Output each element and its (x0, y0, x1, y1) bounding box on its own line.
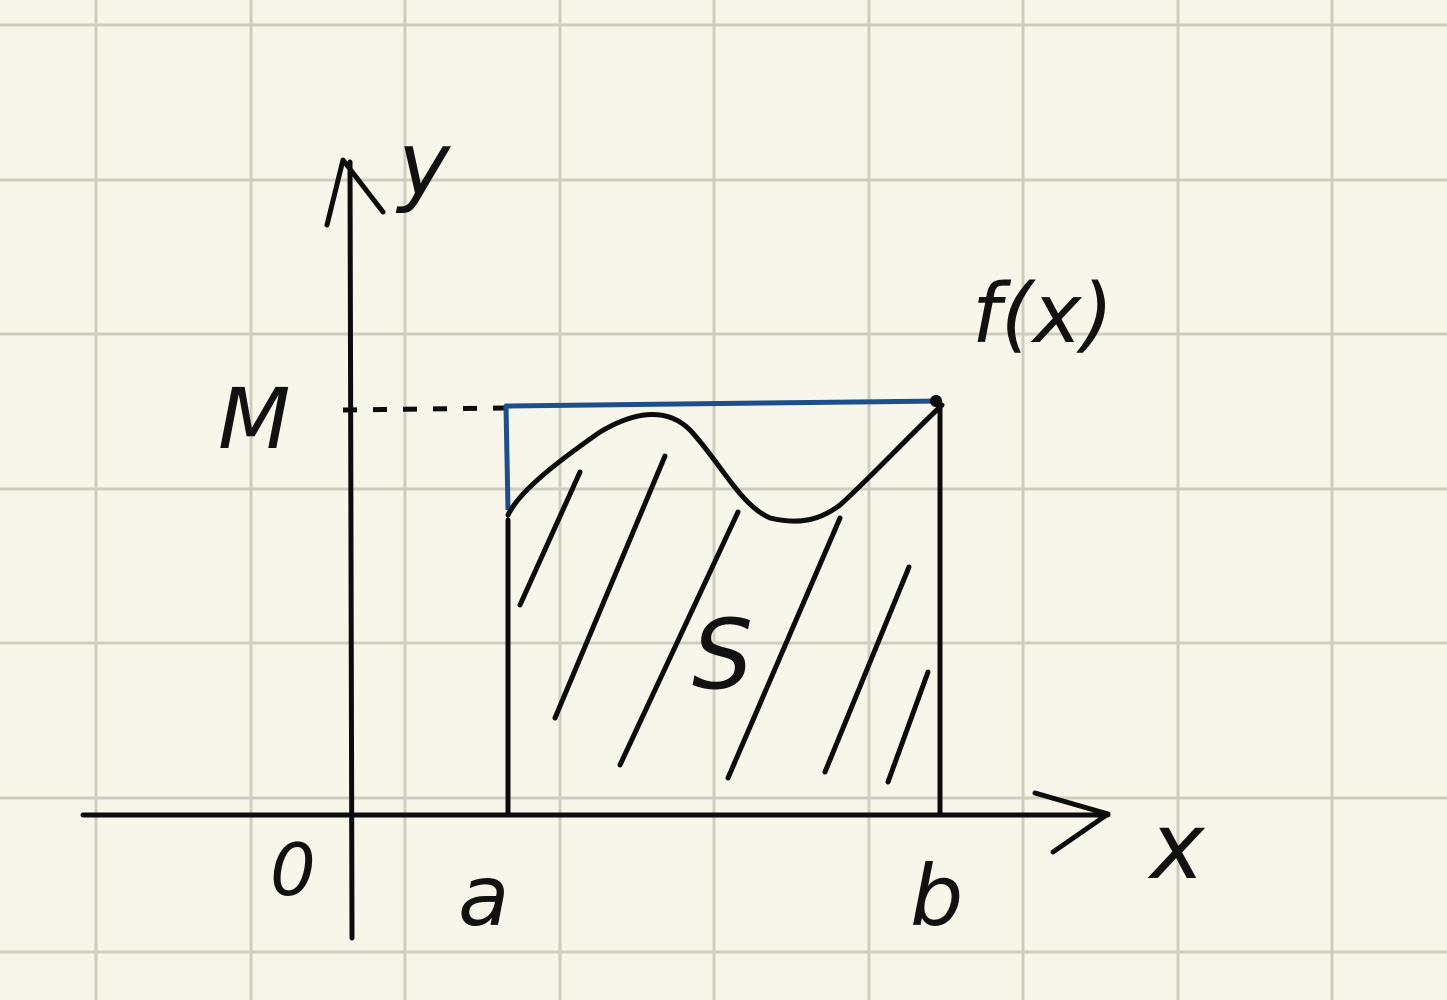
area-hatching (517, 453, 931, 785)
y-axis-label: y (395, 113, 452, 216)
y-axis (347, 159, 355, 941)
max-rectangle-outline (503, 398, 941, 511)
area-label: S (692, 599, 753, 711)
lower-bound-label: a (458, 847, 509, 945)
hatch-line (517, 469, 583, 608)
x-axis-arrowhead (1032, 790, 1111, 855)
curve-endpoint-dot (930, 395, 942, 407)
function-curve (505, 402, 945, 524)
hatch-line (725, 515, 843, 781)
hatch-line (885, 669, 931, 785)
function-label: f(x) (972, 267, 1113, 362)
hatch-line (552, 453, 668, 721)
origin-label: 0 (270, 828, 316, 912)
x-axis-label: x (1147, 793, 1206, 900)
max-value-label: M (218, 370, 290, 468)
y-axis-arrowhead (324, 157, 386, 228)
upper-bound-label: b (910, 847, 963, 945)
hatch-line (617, 509, 741, 768)
hatch-line (822, 564, 912, 775)
